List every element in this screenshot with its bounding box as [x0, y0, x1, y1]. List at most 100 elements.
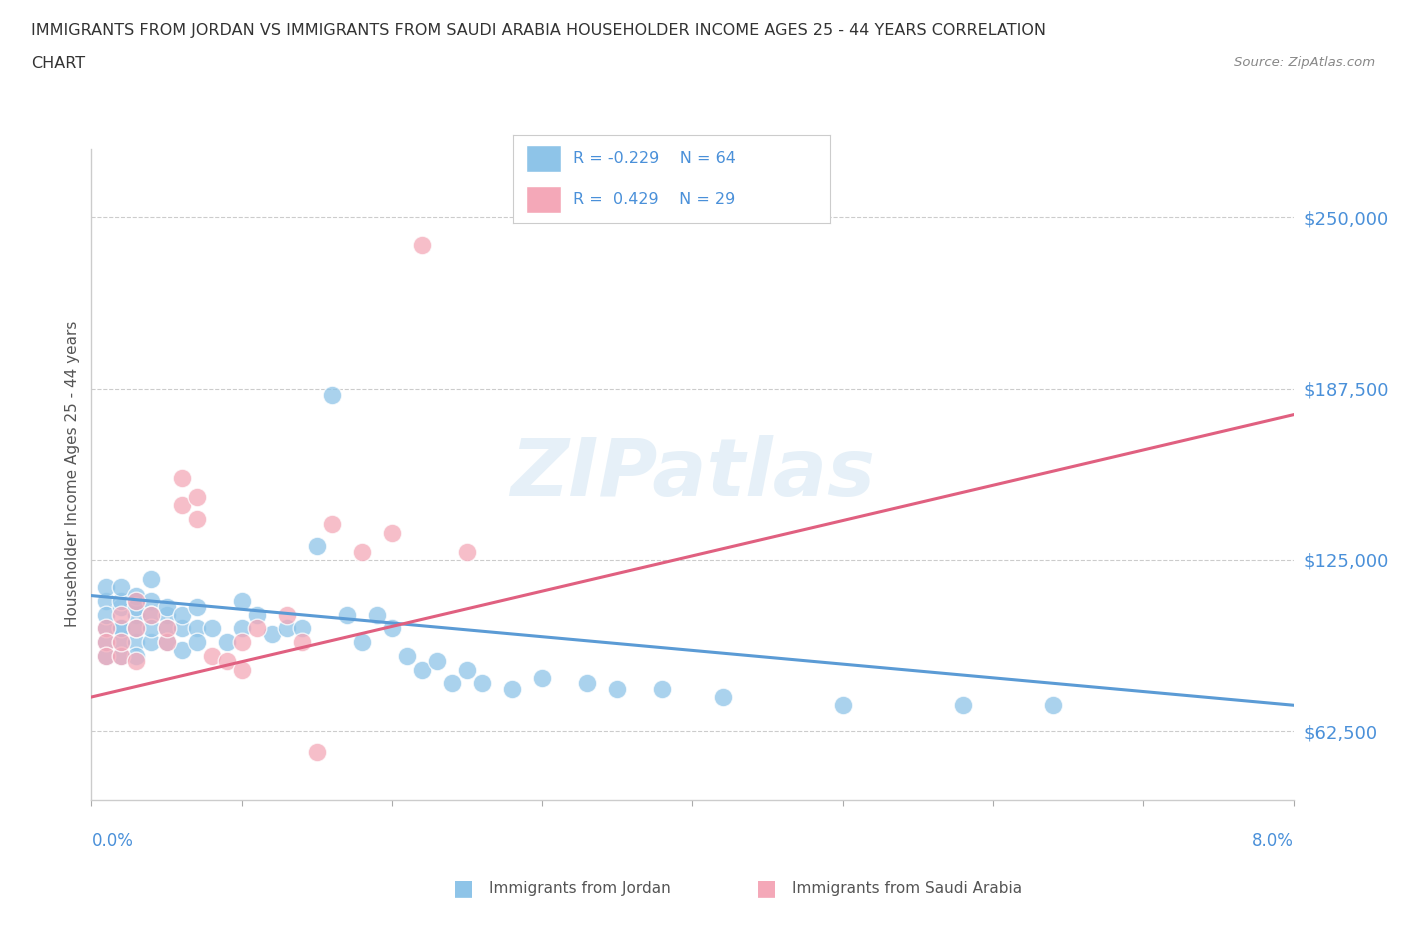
Text: IMMIGRANTS FROM JORDAN VS IMMIGRANTS FROM SAUDI ARABIA HOUSEHOLDER INCOME AGES 2: IMMIGRANTS FROM JORDAN VS IMMIGRANTS FRO… [31, 23, 1046, 38]
Point [96, 648, 118, 663]
Text: Immigrants from Saudi Arabia: Immigrants from Saudi Arabia [792, 881, 1022, 896]
Point [426, 654, 449, 669]
Point [350, 635, 373, 650]
Point [125, 648, 148, 663]
Point [952, 698, 974, 712]
Point [231, 621, 253, 636]
Point [110, 580, 132, 595]
Point [231, 593, 253, 608]
Point [215, 635, 238, 650]
Point [186, 635, 208, 650]
Point [471, 676, 494, 691]
Point [170, 621, 193, 636]
Point [291, 621, 314, 636]
Point [831, 698, 853, 712]
Point [125, 593, 148, 608]
Point [291, 635, 314, 650]
Text: 8.0%: 8.0% [1251, 832, 1294, 850]
Point [110, 648, 132, 663]
Point [141, 607, 163, 622]
Point [170, 643, 193, 658]
Point [141, 635, 163, 650]
Point [110, 635, 132, 650]
Point [411, 662, 433, 677]
Point [110, 607, 132, 622]
Point [456, 662, 478, 677]
Point [350, 544, 373, 559]
Point [96, 621, 118, 636]
Point [96, 621, 118, 636]
Point [125, 621, 148, 636]
Text: Source: ZipAtlas.com: Source: ZipAtlas.com [1234, 56, 1375, 69]
Point [110, 621, 132, 636]
Point [141, 572, 163, 587]
Point [411, 237, 433, 252]
Point [155, 599, 177, 614]
Point [110, 621, 132, 636]
Text: CHART: CHART [31, 56, 84, 71]
Point [96, 593, 118, 608]
Point [186, 621, 208, 636]
Point [186, 599, 208, 614]
Point [96, 648, 118, 663]
Point [141, 593, 163, 608]
Point [215, 654, 238, 669]
Text: R = -0.229    N = 64: R = -0.229 N = 64 [574, 152, 737, 166]
Point [201, 648, 224, 663]
Point [501, 682, 523, 697]
Point [125, 621, 148, 636]
Point [170, 498, 193, 512]
Point [170, 471, 193, 485]
Point [305, 744, 328, 759]
Point [381, 525, 404, 540]
Point [155, 621, 177, 636]
Point [155, 635, 177, 650]
Point [186, 489, 208, 504]
Point [125, 635, 148, 650]
Text: ■: ■ [756, 878, 776, 898]
Point [321, 388, 343, 403]
Point [96, 635, 118, 650]
Point [155, 635, 177, 650]
Point [456, 544, 478, 559]
Point [246, 607, 269, 622]
Point [246, 621, 269, 636]
Text: Immigrants from Jordan: Immigrants from Jordan [489, 881, 671, 896]
Point [125, 607, 148, 622]
Text: R =  0.429    N = 29: R = 0.429 N = 29 [574, 192, 735, 206]
Point [125, 593, 148, 608]
Point [260, 627, 283, 642]
FancyBboxPatch shape [526, 186, 561, 213]
Point [395, 648, 418, 663]
Point [305, 538, 328, 553]
Point [321, 517, 343, 532]
Point [366, 607, 388, 622]
Point [336, 607, 359, 622]
Point [201, 621, 224, 636]
Point [110, 648, 132, 663]
Point [96, 635, 118, 650]
Point [531, 671, 554, 685]
Text: ■: ■ [454, 878, 474, 898]
Point [381, 621, 404, 636]
Point [125, 599, 148, 614]
Point [276, 607, 298, 622]
Point [125, 588, 148, 603]
Point [110, 635, 132, 650]
Point [110, 593, 132, 608]
Y-axis label: Householder Income Ages 25 - 44 years: Householder Income Ages 25 - 44 years [65, 321, 80, 628]
Point [276, 621, 298, 636]
Point [141, 607, 163, 622]
Point [440, 676, 463, 691]
Point [231, 635, 253, 650]
Point [186, 512, 208, 526]
Point [96, 607, 118, 622]
Point [651, 682, 673, 697]
Point [1042, 698, 1064, 712]
Point [141, 621, 163, 636]
Point [125, 654, 148, 669]
Point [96, 580, 118, 595]
Point [170, 607, 193, 622]
FancyBboxPatch shape [526, 145, 561, 172]
Point [110, 599, 132, 614]
